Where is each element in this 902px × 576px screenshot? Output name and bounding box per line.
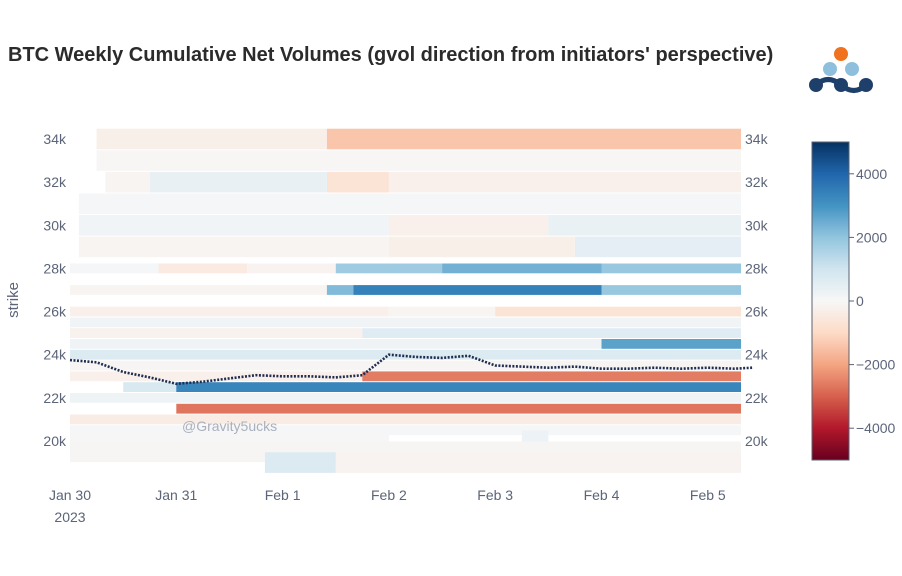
logo-bottom-dot-1	[809, 78, 823, 92]
heatmap-cell	[388, 236, 575, 258]
y-tick-label: 24k	[43, 347, 67, 363]
heatmap-cell	[362, 328, 741, 338]
heatmap-cell	[70, 339, 602, 349]
heatmap-cell	[326, 285, 354, 295]
heatmap-cell	[601, 263, 741, 274]
heatmap-cell	[495, 306, 741, 317]
x-tick-label: Jan 30	[49, 487, 91, 503]
heatmap-cell	[335, 452, 742, 473]
x-tick-year-label: 2023	[54, 509, 85, 525]
heatmap-cell	[78, 215, 389, 236]
heatmap-cell	[70, 263, 159, 274]
y-tick-label-right: 22k	[745, 390, 769, 406]
y-tick-label-right: 32k	[745, 174, 769, 190]
logo-top-dot	[834, 47, 848, 61]
heatmap-cell	[353, 285, 602, 295]
x-tick-label: Feb 4	[584, 487, 620, 503]
heatmap-cell	[176, 403, 742, 414]
colorbar-tick-label: 4000	[856, 166, 887, 182]
y-tick-label-right: 26k	[745, 304, 769, 320]
heatmap-cell	[158, 263, 248, 274]
logo-bottom-dot-2	[834, 78, 848, 92]
heatmap-cell	[96, 128, 327, 150]
colorbar-tick-label: −4000	[856, 420, 896, 436]
x-tick-label: Jan 31	[155, 487, 197, 503]
heatmap-cell	[70, 328, 363, 338]
heatmap-cell	[70, 317, 741, 328]
heatmap-cell	[96, 150, 742, 171]
heatmap-cell	[601, 285, 741, 295]
y-tick-label: 30k	[43, 217, 67, 233]
x-axis: Jan 30 Jan 31 Feb 1 Feb 2 Feb 3 Feb 4 Feb 5 202…	[49, 487, 726, 525]
y-tick-label: 22k	[43, 390, 67, 406]
colorbar-tick-label: 2000	[856, 229, 887, 245]
y-tick-label-right: 30k	[745, 217, 769, 233]
y-tick-label-right: 20k	[745, 433, 769, 449]
brand-logo	[809, 47, 873, 93]
logo-bottom-dot-3	[859, 78, 873, 92]
heatmap-cell	[105, 171, 150, 193]
heatmap-cell	[70, 360, 741, 371]
heatmap-cell	[388, 215, 549, 236]
heatmap-cell	[601, 339, 741, 349]
x-tick-label: Feb 1	[265, 487, 301, 503]
x-tick-label: Feb 3	[477, 487, 513, 503]
y-tick-label: 34k	[43, 131, 67, 147]
y-tick-label: 28k	[43, 260, 67, 276]
y-axis-right: 20k 22k 24k 26k 28k 30k 32k 34k	[745, 131, 769, 449]
y-tick-label: 20k	[43, 433, 67, 449]
x-tick-label: Feb 5	[690, 487, 726, 503]
heatmap-cell	[78, 236, 389, 258]
y-axis-left: 20k 22k 24k 26k 28k 30k 32k 34k	[43, 131, 67, 449]
y-tick-label-right: 24k	[745, 347, 769, 363]
heatmap-cell	[70, 414, 741, 425]
colorbar-tick-label: 0	[856, 293, 864, 309]
price-line	[69, 353, 753, 386]
heatmap-cell	[70, 306, 389, 317]
y-tick-label: 26k	[43, 304, 67, 320]
heatmap-cell	[70, 371, 363, 382]
heatmap-cell	[78, 193, 741, 214]
heatmap-cell	[548, 215, 741, 236]
heatmap-cell	[70, 425, 741, 436]
logo-mid-dot-right	[845, 62, 859, 76]
heatmap-cell	[335, 263, 443, 274]
heatmap-cell	[574, 236, 741, 258]
watermark: @Gravity5ucks	[182, 418, 277, 434]
logo-mid-dot-left	[823, 62, 837, 76]
chart-title: BTC Weekly Cumulative Net Volumes (gvol …	[8, 44, 774, 66]
heatmap-cell	[70, 393, 741, 403]
x-tick-label: Feb 2	[371, 487, 407, 503]
colorbar	[811, 141, 850, 461]
heatmap-cell	[176, 382, 742, 392]
colorbar-tick-label: −2000	[856, 357, 896, 373]
price-series-line	[69, 353, 753, 386]
colorbar-ticks: 4000 2000 0 −2000 −4000	[849, 166, 896, 436]
heatmap-cell	[149, 171, 327, 193]
heatmap-cell	[388, 171, 741, 193]
heatmap-cell	[70, 349, 741, 360]
heatmap-cell	[247, 263, 336, 274]
y-axis-title: strike	[5, 282, 22, 318]
heatmap-cell	[442, 263, 602, 274]
y-tick-label: 32k	[43, 174, 67, 190]
heatmap-cell	[264, 452, 336, 473]
heatmap-cell	[388, 306, 496, 317]
heatmap-cell	[70, 285, 327, 295]
heatmap-cell	[326, 171, 389, 193]
heatmap-cell	[362, 371, 741, 382]
heatmap-cell	[326, 128, 741, 150]
y-tick-label-right: 28k	[745, 260, 769, 276]
heatmap-cell	[123, 382, 177, 392]
y-tick-label-right: 34k	[745, 131, 769, 147]
heatmap-cells	[70, 128, 742, 473]
